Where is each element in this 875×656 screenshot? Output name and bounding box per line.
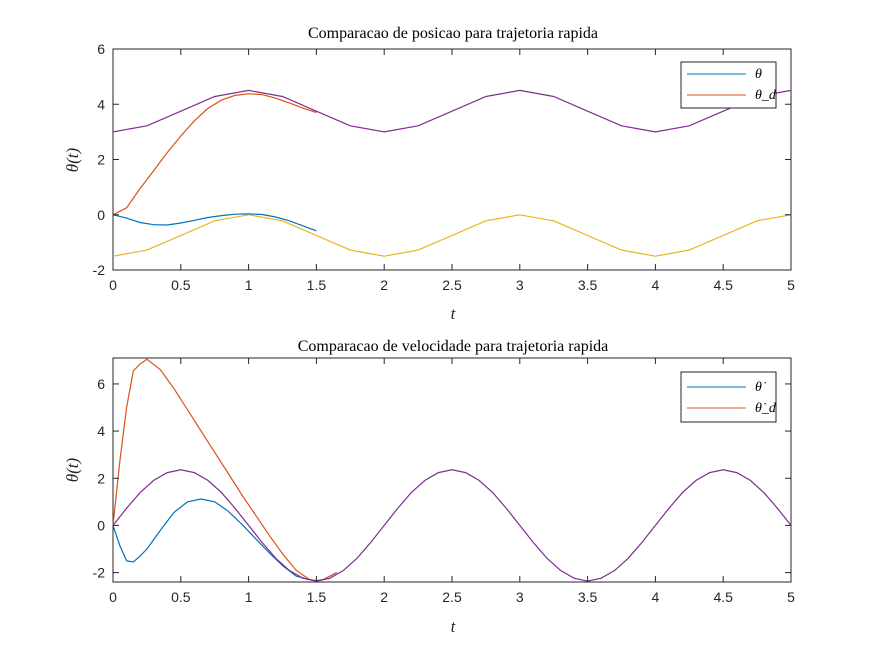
position-legend-label-theta: θ bbox=[755, 67, 762, 82]
velocity-x-tick-label: 5 bbox=[787, 589, 795, 605]
velocity-y-tick-label: -2 bbox=[93, 565, 106, 581]
position-x-tick-label: 4 bbox=[652, 277, 660, 293]
position-x-tick-label: 2 bbox=[380, 277, 388, 293]
position-series-line-0 bbox=[112, 213, 317, 232]
velocity-chart-title: Comparacao de velocidade para trajetoria… bbox=[298, 338, 609, 355]
position-x-tick-label: 3.5 bbox=[578, 277, 598, 293]
velocity-legend-box bbox=[680, 371, 777, 423]
velocity-x-tick-label: 1.5 bbox=[307, 589, 327, 605]
velocity-y-tick-label: 4 bbox=[97, 423, 105, 439]
position-series-line-1 bbox=[112, 93, 317, 216]
position-plot-area bbox=[112, 48, 792, 271]
velocity-x-tick-label: 0.5 bbox=[171, 589, 191, 605]
position-x-tick-label: 0 bbox=[109, 277, 117, 293]
position-panel: Comparacao de posicao para trajetoria ra… bbox=[63, 25, 795, 323]
position-y-tick-label: -2 bbox=[93, 262, 106, 278]
position-legend: θ θ_d bbox=[680, 61, 777, 109]
velocity-legend-label-theta-dot: θ̇ bbox=[755, 380, 766, 395]
velocity-x-tick-label: 4.5 bbox=[713, 589, 733, 605]
position-x-tick-label: 4.5 bbox=[713, 277, 733, 293]
velocity-panel: Comparacao de velocidade para trajetoria… bbox=[63, 338, 795, 636]
velocity-x-tick-label: 3 bbox=[516, 589, 524, 605]
position-legend-box bbox=[680, 61, 777, 109]
velocity-x-tick-label: 0 bbox=[109, 589, 117, 605]
velocity-series-group bbox=[112, 358, 792, 582]
position-y-tick-label: 4 bbox=[97, 96, 105, 112]
velocity-series-line-2 bbox=[112, 469, 792, 582]
velocity-x-tick-label: 3.5 bbox=[578, 589, 598, 605]
velocity-y-tick-label: 6 bbox=[97, 376, 105, 392]
position-legend-label-theta-d: θ_d bbox=[755, 88, 777, 103]
velocity-x-tick-label: 2.5 bbox=[442, 589, 462, 605]
velocity-x-tick-label: 1 bbox=[245, 589, 253, 605]
position-y-tick-label: 0 bbox=[97, 207, 105, 223]
position-series-line-3 bbox=[112, 89, 792, 133]
position-x-tick-label: 2.5 bbox=[442, 277, 462, 293]
position-x-axis-label: t bbox=[451, 304, 457, 323]
velocity-y-axis-label: θ(t) bbox=[63, 457, 82, 482]
position-y-axis-label: θ(t) bbox=[63, 147, 82, 172]
velocity-y-tick-label: 0 bbox=[97, 517, 105, 533]
position-x-tick-label: 1 bbox=[245, 277, 253, 293]
velocity-legend-label-theta-d-dot: θ̇_d bbox=[755, 401, 777, 416]
velocity-y-tick-label: 2 bbox=[97, 470, 105, 486]
velocity-legend: θ̇ θ̇_d bbox=[680, 371, 777, 423]
velocity-x-tick-label: 4 bbox=[652, 589, 660, 605]
position-x-tick-label: 5 bbox=[787, 277, 795, 293]
position-x-tick-label: 1.5 bbox=[307, 277, 327, 293]
position-x-tick-label: 0.5 bbox=[171, 277, 191, 293]
position-y-tick-label: 2 bbox=[97, 152, 105, 168]
velocity-x-tick-label: 2 bbox=[380, 589, 388, 605]
velocity-x-axis-label: t bbox=[451, 617, 457, 636]
position-series-line-2 bbox=[112, 214, 792, 257]
position-y-tick-label: 6 bbox=[97, 41, 105, 57]
velocity-series-line-1 bbox=[112, 358, 337, 582]
position-chart-title: Comparacao de posicao para trajetoria ra… bbox=[308, 25, 598, 42]
position-x-tick-label: 3 bbox=[516, 277, 524, 293]
position-series-group bbox=[112, 89, 792, 257]
